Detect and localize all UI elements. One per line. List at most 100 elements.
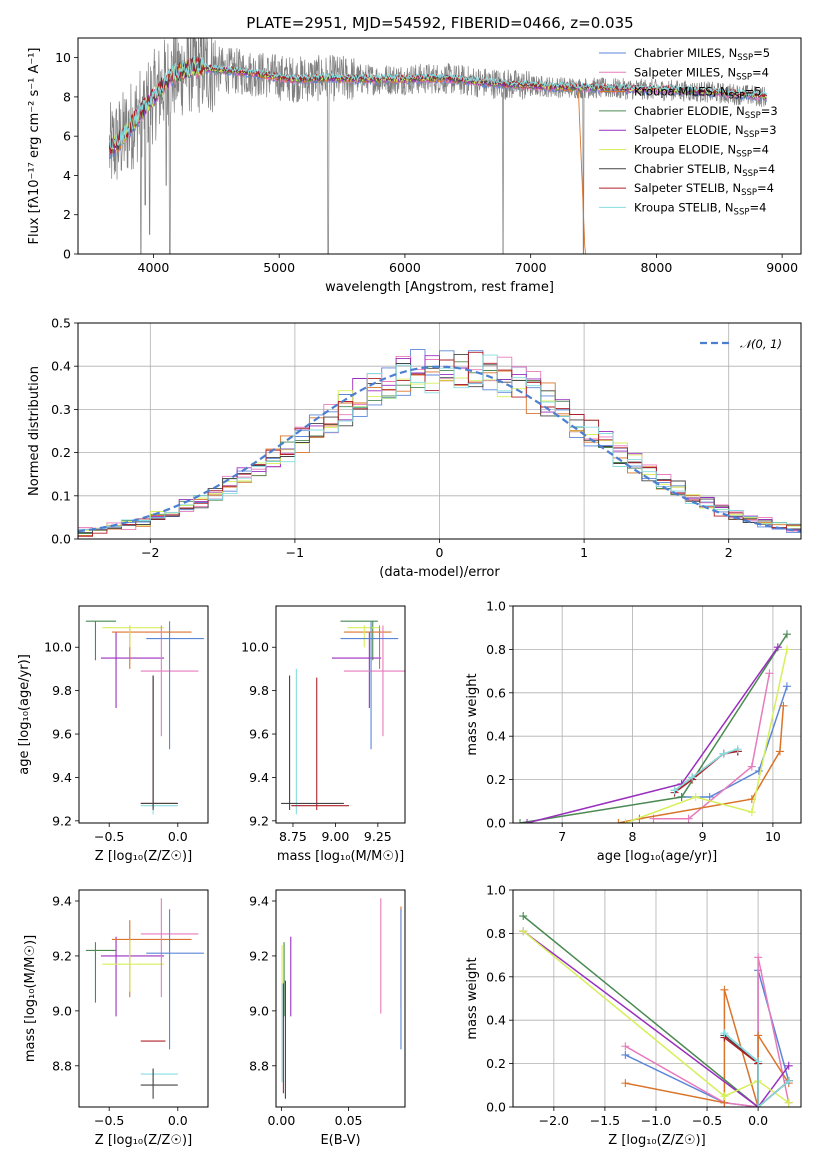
series-marker-km — [779, 701, 788, 710]
series-marker-sm — [754, 953, 763, 962]
x-tick-label: −2.0 — [539, 1113, 569, 1128]
x-tick-label: 8000 — [640, 260, 672, 275]
age-vs-metallicity-panel: −0.5 0.0 9.2 9.4 9.6 9.8 10.0 Z [log₁₀(Z/Z☉)] ag… — [17, 605, 209, 864]
series-line-ce — [519, 633, 788, 823]
series-line-ss — [674, 750, 738, 794]
y-tick-label: 8.8 — [52, 1058, 72, 1073]
axes-frame — [78, 889, 209, 1108]
legend-sub: SSP — [729, 92, 745, 102]
x-tick-label: 2 — [725, 545, 733, 560]
series-marker-sm — [621, 1042, 630, 1051]
y-tick-label: 9.4 — [249, 893, 269, 908]
x-tick-label: −1 — [286, 545, 304, 560]
series-line-se — [526, 646, 779, 823]
series-marker-cm — [621, 1050, 630, 1059]
spectrum-data-line — [109, 38, 768, 254]
y-tick-label: 10.0 — [44, 640, 72, 655]
y-tick-label: 1.0 — [486, 883, 506, 898]
figure-title: PLATE=2951, MJD=54592, FIBERID=0466, z=0… — [246, 14, 633, 32]
legend-text: Chabrier MILES, N — [634, 46, 737, 60]
series-marker-ks — [754, 1057, 763, 1066]
y-tick-label: 0.2 — [486, 1056, 506, 1071]
series-marker-cm — [754, 766, 763, 775]
plot-area — [78, 349, 801, 537]
y-tick-label: 2 — [63, 207, 71, 222]
y-axis-label: mass weight — [465, 957, 480, 1039]
y-tick-label: 0.2 — [51, 445, 71, 460]
y-tick-label: 0.0 — [486, 1100, 506, 1115]
legend-label-sm: Salpeter MILES, NSSP=4 — [634, 65, 769, 82]
series-marker-ke — [621, 819, 630, 823]
x-tick-label: −0.5 — [94, 1113, 124, 1128]
series-marker-km — [621, 1079, 630, 1088]
x-axis-label: wavelength [Angstrom, rest frame] — [325, 280, 554, 295]
x-axis-label: Z [log₁₀(Z/Z☉)] — [608, 1133, 705, 1148]
series-marker-sm — [747, 762, 756, 771]
y-tick-label: 0.1 — [51, 488, 71, 503]
x-tick-label: 0 — [436, 545, 444, 560]
series-marker-sm — [684, 814, 693, 823]
y-tick-label: 9.2 — [249, 948, 269, 963]
series-marker-ke — [519, 927, 528, 936]
legend-label-cs: Chabrier STELIB, NSSP=4 — [634, 162, 775, 179]
y-tick-label: 4 — [63, 168, 71, 183]
legend-text: Salpeter STELIB, N — [634, 181, 741, 195]
legend-label-ks: Kroupa STELIB, NSSP=4 — [634, 200, 766, 217]
series-marker-ks — [754, 1103, 763, 1107]
series-marker-km — [754, 1031, 763, 1040]
y-tick-label: 1.0 — [486, 599, 506, 614]
axes-frame — [77, 37, 802, 255]
y-tick-label: 9.6 — [52, 727, 72, 742]
legend-text: Salpeter MILES, N — [634, 65, 736, 79]
x-tick-label: 7 — [558, 829, 566, 844]
y-tick-label: 0.8 — [486, 926, 506, 941]
y-tick-label: 9.8 — [52, 683, 72, 698]
y-tick-label: 9.4 — [52, 770, 72, 785]
series-marker-ks — [784, 1076, 793, 1085]
series-line-km — [625, 989, 790, 1107]
gaussian-curve — [78, 365, 801, 533]
legend-label-cm: Chabrier MILES, NSSP=5 — [634, 46, 770, 63]
x-tick-label: −0.5 — [692, 1113, 722, 1128]
y-tick-label: 8.8 — [249, 1058, 269, 1073]
y-tick-label: 9.8 — [249, 683, 269, 698]
legend-text: Chabrier ELODIE, N — [634, 104, 745, 118]
y-tick-label: 6 — [63, 129, 71, 144]
legend-value: =4 — [757, 181, 774, 195]
y-axis-label: age [log₁₀(age/yr)] — [17, 654, 32, 775]
y-tick-label: 10 — [55, 50, 71, 65]
y-tick-label: 0.4 — [486, 729, 506, 744]
series-marker-ke — [691, 792, 700, 801]
series-line-ke — [522, 930, 790, 1104]
series-line-se — [522, 930, 790, 1107]
mass-vs-metallicity-panel: −0.5 0.0 8.8 9.0 9.2 9.4 Z [log₁₀(Z/Z☉)] mass [… — [23, 889, 209, 1148]
legend-value: =5 — [753, 46, 770, 60]
legend-label-gaussian: 𝒩(0, 1) — [740, 337, 782, 351]
axes-frame — [275, 605, 406, 824]
x-tick-label: −2 — [141, 545, 159, 560]
series-marker-ke — [747, 808, 756, 817]
series-marker-se — [523, 819, 532, 823]
x-tick-label: 1 — [580, 545, 588, 560]
series-marker-sm — [765, 669, 774, 678]
series-marker-ks — [688, 773, 697, 782]
legend-label-ce: Chabrier ELODIE, NSSP=3 — [634, 104, 778, 121]
x-tick-label: 9000 — [766, 260, 798, 275]
y-axis-label: mass weight — [465, 673, 480, 755]
spectrum-panel: 4000 5000 6000 7000 8000 9000 0 2 4 6 8 10 wavelengt… — [27, 37, 802, 295]
spectrum-model-ks — [109, 55, 767, 150]
series-marker-ks — [733, 745, 742, 754]
series-marker-ks — [720, 1029, 729, 1038]
x-axis-label: Z [log₁₀(Z/Z☉)] — [95, 849, 192, 864]
x-axis-label: Z [log₁₀(Z/Z☉)] — [95, 1133, 192, 1148]
y-tick-label: 9.0 — [249, 1003, 269, 1018]
series-line-sm — [653, 673, 771, 820]
legend-sub: SSP — [736, 150, 752, 160]
residuals-panel: −2 −1 0 1 2 0.0 0.1 0.2 0.3 0.4 0.5 (data-model)/er… — [27, 316, 802, 580]
x-tick-label: 4000 — [138, 260, 170, 275]
histogram-ks — [78, 354, 801, 531]
age-vs-mass-panel: 8.75 9.00 9.25 9.2 9.4 9.6 9.8 10.0 mass [log₁₀(… — [241, 605, 406, 864]
legend-value: =4 — [758, 162, 775, 176]
x-axis-label: (data-model)/error — [379, 565, 500, 580]
plot-area — [516, 630, 791, 823]
